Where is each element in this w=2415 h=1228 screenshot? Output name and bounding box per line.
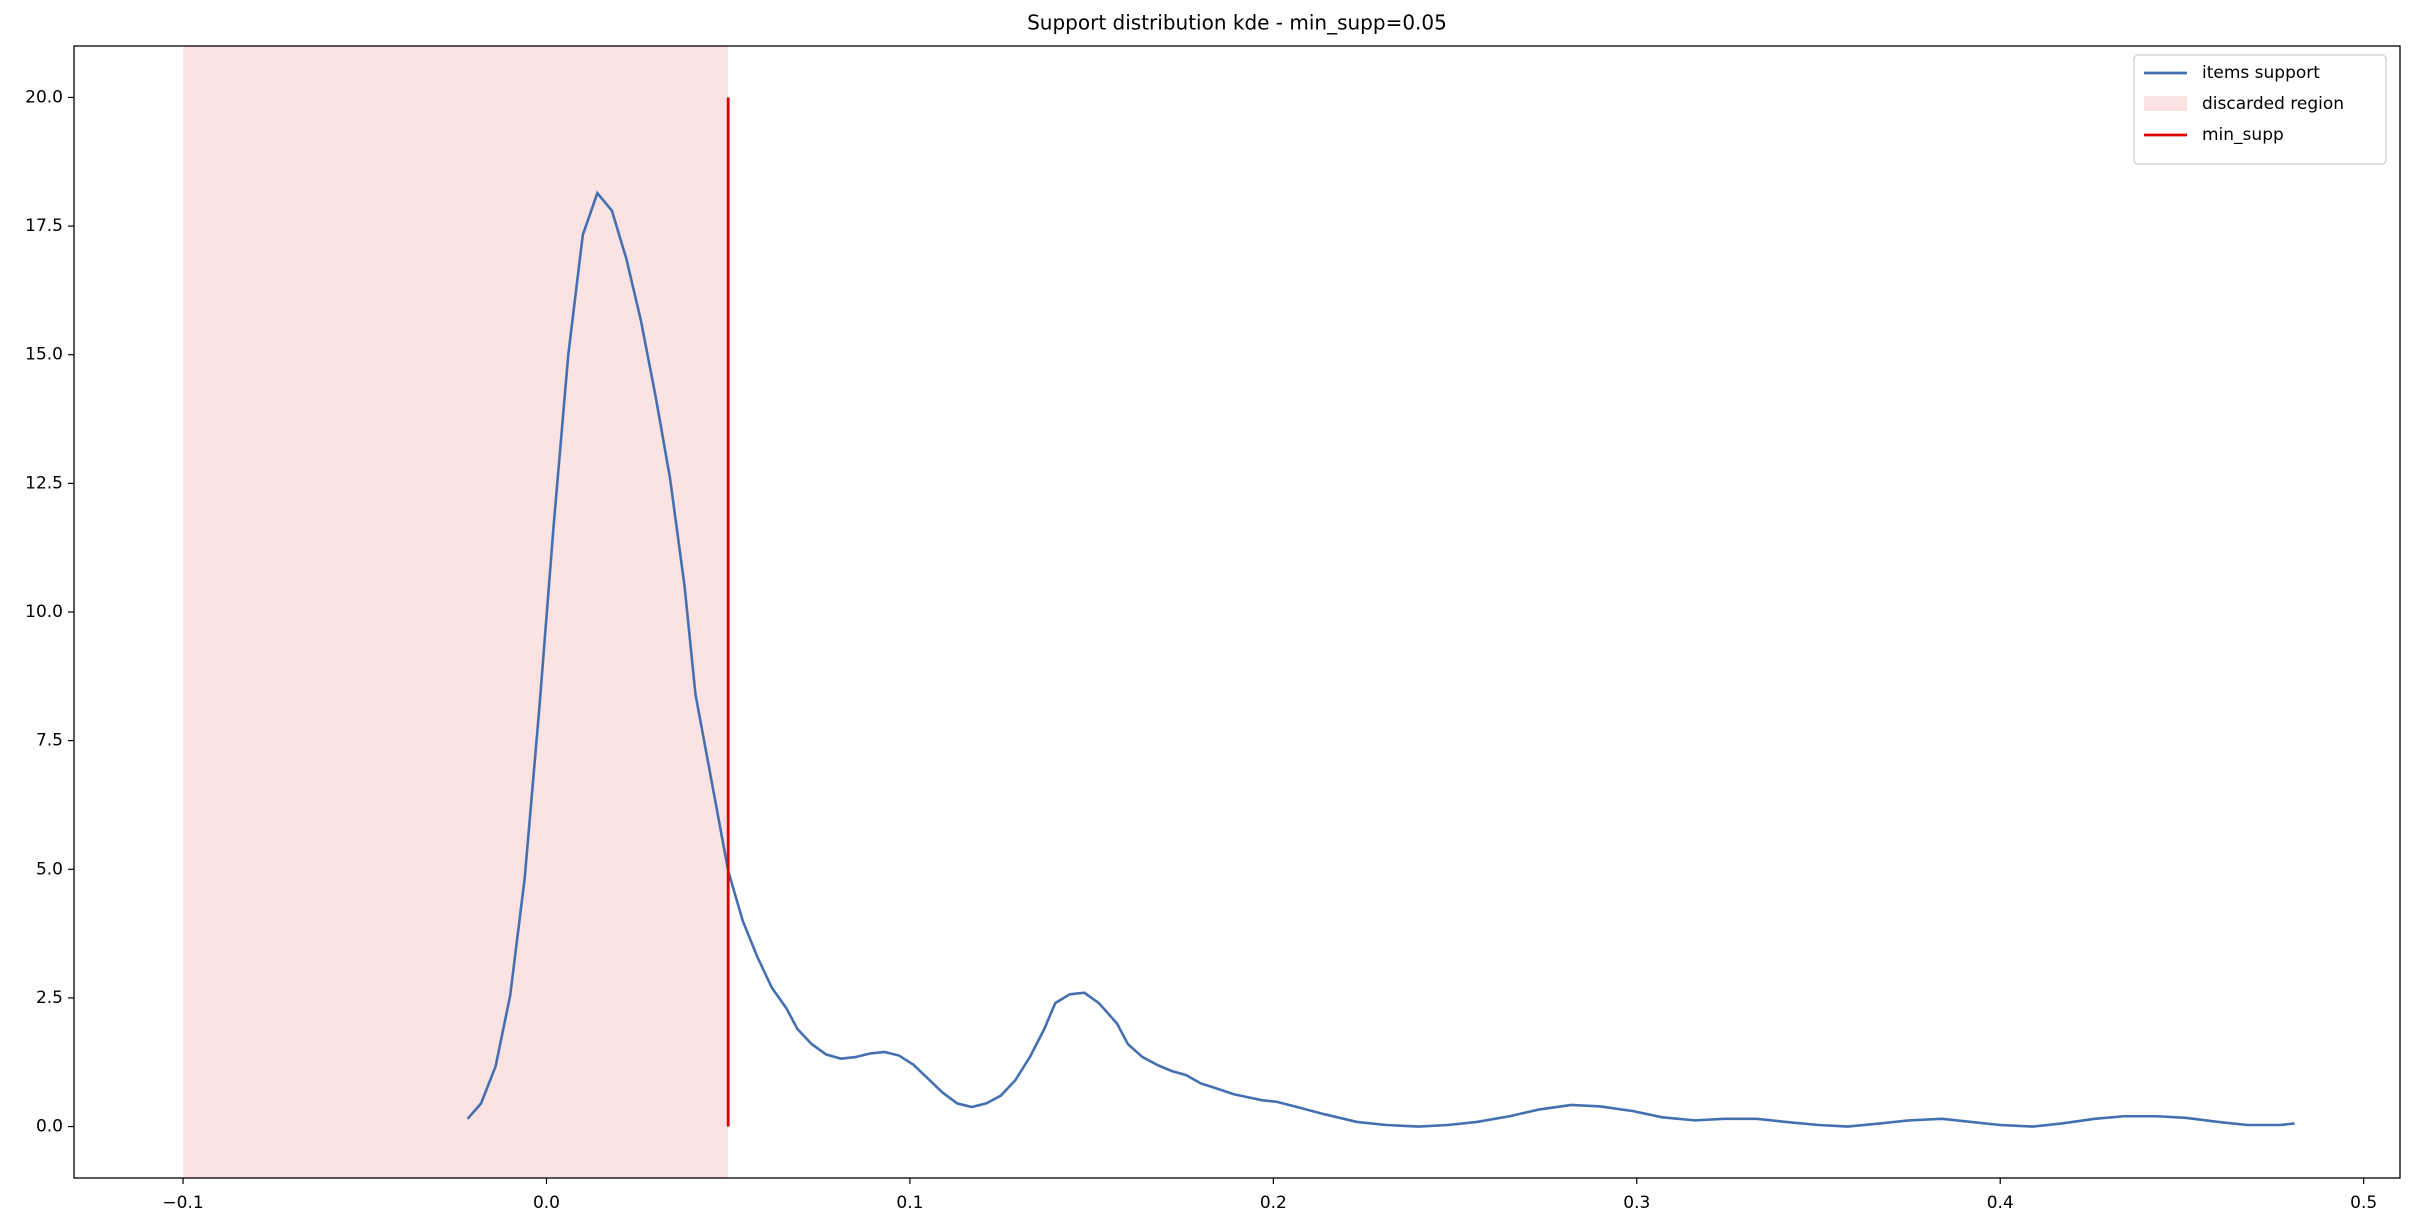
legend-swatch [2144,96,2187,111]
x-tick-label: 0.1 [896,1193,923,1213]
legend-label: items support [2202,63,2320,83]
y-tick-label: 20.0 [25,87,63,107]
x-tick-label: 0.3 [1623,1193,1650,1213]
y-tick-label: 5.0 [36,859,63,879]
y-tick-label: 15.0 [25,345,63,365]
x-tick-label: 0.0 [533,1193,560,1213]
legend-label: min_supp [2202,125,2284,145]
y-tick-label: 7.5 [36,731,63,751]
y-tick-label: 10.0 [25,602,63,622]
x-tick-label: 0.5 [2350,1193,2377,1213]
y-tick-label: 0.0 [36,1117,63,1137]
chart-title: Support distribution kde - min_supp=0.05 [1027,11,1447,35]
legend-label: discarded region [2202,94,2344,114]
x-tick-label: 0.2 [1260,1193,1287,1213]
y-tick-label: 12.5 [25,473,63,493]
x-tick-label: 0.4 [1987,1193,2014,1213]
kde-line [466,190,2295,1128]
y-tick-label: 17.5 [25,216,63,236]
legend-box [2133,54,2387,165]
y-tick-label: 2.5 [36,988,63,1008]
discarded-region [183,46,729,1178]
x-tick-label: −0.1 [162,1193,203,1213]
